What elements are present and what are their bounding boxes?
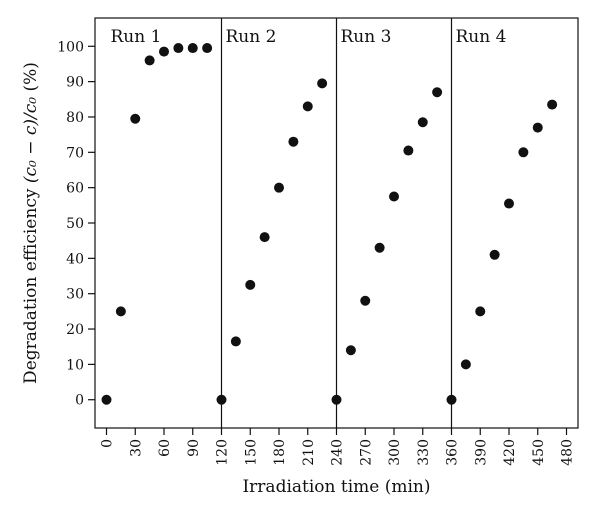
data-point xyxy=(245,279,256,290)
data-point xyxy=(532,122,543,133)
run-label: Run 3 xyxy=(341,27,392,47)
data-point xyxy=(202,43,213,54)
x-tick-label: 480 xyxy=(560,439,576,466)
x-tick-label: 270 xyxy=(358,439,374,466)
run-label: Run 1 xyxy=(111,27,162,47)
data-point xyxy=(547,99,558,110)
data-point xyxy=(101,394,112,405)
data-point xyxy=(475,306,486,317)
data-point xyxy=(345,345,356,356)
data-point xyxy=(403,145,414,156)
x-tick-label: 180 xyxy=(272,439,288,466)
data-point xyxy=(389,191,399,202)
data-point xyxy=(374,242,385,253)
x-tick-label: 30 xyxy=(128,439,144,457)
y-axis-title-formula: (c₀ − c)/c₀ xyxy=(21,97,41,183)
y-tick-label: 80 xyxy=(66,110,84,126)
x-tick-label: 240 xyxy=(330,439,346,466)
run-label: Run 4 xyxy=(456,27,507,47)
y-tick-label: 40 xyxy=(66,251,84,267)
x-tick-label: 450 xyxy=(531,439,547,466)
x-axis: 0 30 60 90 120 150 180 210 240 270 300 330 360 390 420… xyxy=(100,428,576,466)
data-point xyxy=(173,43,184,54)
x-tick-label: 60 xyxy=(157,439,173,457)
data-point xyxy=(360,295,371,306)
x-tick-label: 300 xyxy=(387,439,403,466)
y-tick-label: 90 xyxy=(66,75,84,91)
x-tick-label: 390 xyxy=(473,439,489,466)
y-axis-title-unit: (%) xyxy=(21,62,41,91)
y-axis-title: Degradation efficiency (c₀ − c)/c₀ (%) xyxy=(21,62,41,384)
data-point xyxy=(259,232,270,243)
data-point xyxy=(130,113,141,124)
data-point xyxy=(187,43,198,54)
data-point xyxy=(489,249,500,260)
data-point xyxy=(216,394,227,405)
data-point xyxy=(331,394,342,405)
data-point xyxy=(288,136,299,147)
data-point xyxy=(446,394,457,405)
y-axis: 0 10 20 30 40 50 60 70 80 90 100 xyxy=(57,39,95,409)
data-point xyxy=(144,55,155,66)
data-point xyxy=(504,198,514,209)
y-tick-label: 10 xyxy=(66,357,84,373)
x-tick-label: 120 xyxy=(215,439,231,466)
y-tick-label: 20 xyxy=(66,322,84,338)
y-tick-label: 0 xyxy=(75,393,84,409)
x-tick-label: 210 xyxy=(301,439,317,466)
data-point xyxy=(317,78,328,89)
data-point xyxy=(274,182,284,193)
data-point xyxy=(432,87,443,98)
data-point xyxy=(518,147,529,158)
y-axis-title-text: Degradation efficiency xyxy=(21,188,41,384)
x-tick-label: 90 xyxy=(186,439,202,457)
y-tick-label: 50 xyxy=(66,216,84,232)
y-tick-label: 70 xyxy=(66,145,84,161)
data-point xyxy=(159,46,169,57)
run-label: Run 2 xyxy=(226,27,277,47)
x-tick-label: 360 xyxy=(445,439,461,466)
data-point xyxy=(302,101,313,112)
x-axis-title: Irradiation time (min) xyxy=(242,477,430,497)
data-point xyxy=(460,359,471,370)
data-point xyxy=(115,306,126,317)
x-tick-label: 420 xyxy=(502,439,518,466)
y-tick-label: 30 xyxy=(66,287,84,303)
x-tick-label: 150 xyxy=(243,439,259,466)
data-point xyxy=(230,336,241,347)
chart-marks: Run 1 Run 2 Run 3 Run 4 xyxy=(101,18,558,428)
x-tick-label: 0 xyxy=(100,439,116,448)
x-tick-label: 330 xyxy=(416,439,432,466)
data-point xyxy=(417,117,428,128)
y-tick-label: 60 xyxy=(66,181,84,197)
y-tick-label: 100 xyxy=(57,39,84,55)
